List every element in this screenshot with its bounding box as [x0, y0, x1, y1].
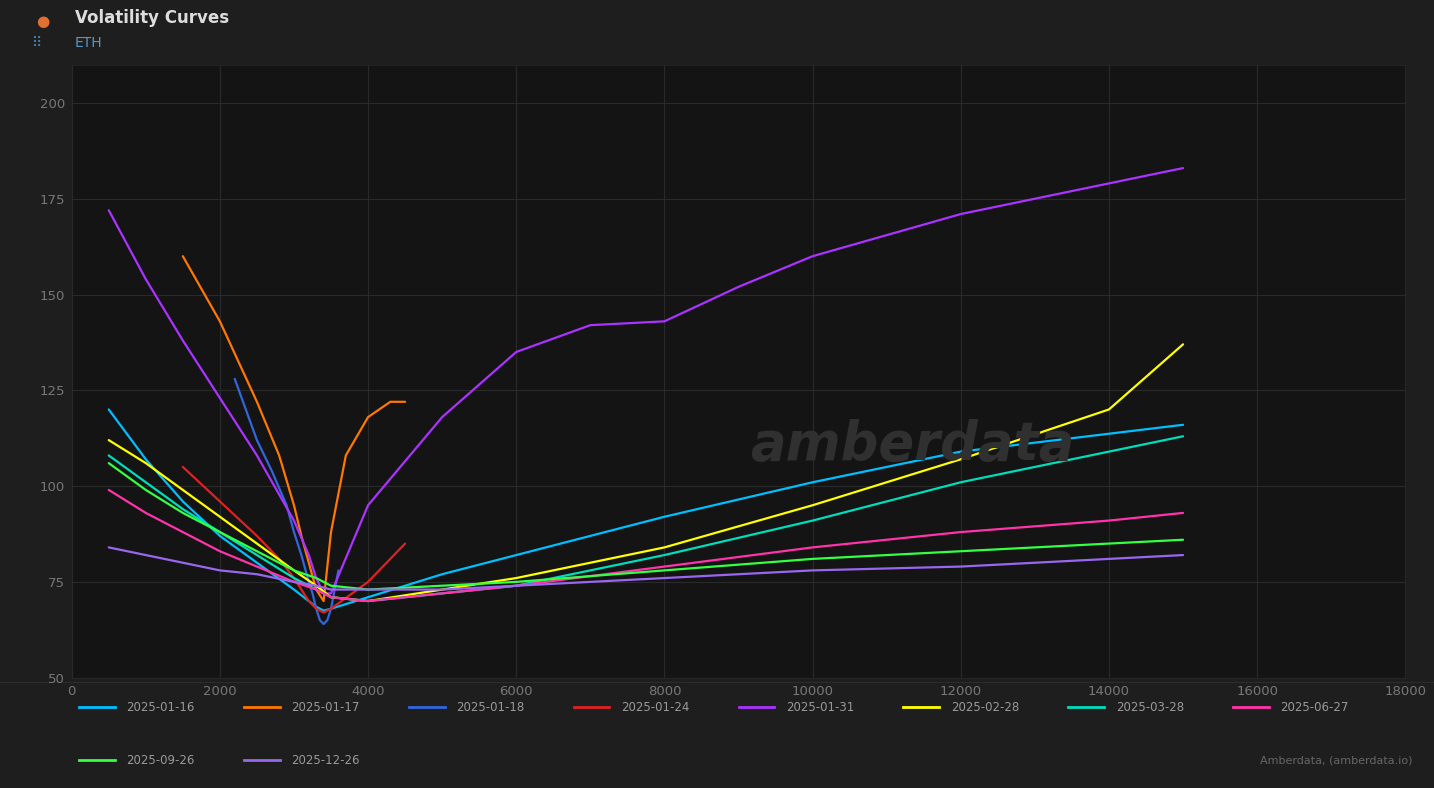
- Text: 2025-12-26: 2025-12-26: [291, 753, 360, 767]
- Text: 2025-03-28: 2025-03-28: [1116, 701, 1184, 714]
- Text: Amberdata, (amberdata.io): Amberdata, (amberdata.io): [1260, 755, 1412, 765]
- Text: 2025-01-18: 2025-01-18: [456, 701, 525, 714]
- Text: 2025-09-26: 2025-09-26: [126, 753, 195, 767]
- Text: ETH: ETH: [75, 35, 102, 50]
- Text: 2025-06-27: 2025-06-27: [1281, 701, 1349, 714]
- Text: Volatility Curves: Volatility Curves: [75, 9, 228, 27]
- Text: 2025-02-28: 2025-02-28: [951, 701, 1020, 714]
- Text: amberdata: amberdata: [750, 418, 1074, 470]
- Text: 2025-01-16: 2025-01-16: [126, 701, 195, 714]
- Text: ⠿: ⠿: [32, 35, 42, 50]
- Text: 2025-01-17: 2025-01-17: [291, 701, 360, 714]
- Text: ●: ●: [36, 14, 49, 29]
- Text: 2025-01-24: 2025-01-24: [621, 701, 690, 714]
- Text: 2025-01-31: 2025-01-31: [786, 701, 855, 714]
